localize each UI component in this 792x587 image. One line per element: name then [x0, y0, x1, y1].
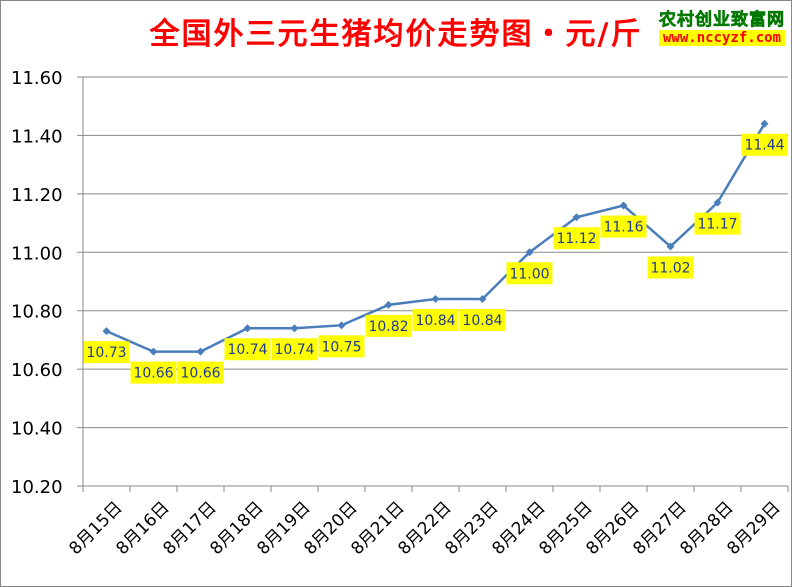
data-label: 10.84 [415, 313, 455, 329]
data-label: 10.82 [368, 319, 408, 335]
watermark: 农村创业致富网 www.nccyzf.com [659, 5, 785, 46]
y-tick-label: 10.60 [11, 360, 63, 381]
data-point [431, 295, 440, 304]
data-point [619, 201, 628, 210]
data-point [572, 213, 581, 222]
data-point [478, 295, 487, 304]
data-point [384, 300, 393, 309]
y-tick-label: 11.20 [11, 185, 63, 206]
data-label: 10.75 [321, 339, 361, 355]
data-label-bg [694, 212, 741, 235]
data-label: 11.44 [744, 138, 784, 154]
data-label: 10.66 [133, 366, 173, 382]
data-label-bg [130, 361, 177, 384]
data-label: 10.74 [227, 342, 267, 358]
data-label-bg [177, 361, 224, 384]
data-label-bg [412, 309, 459, 332]
data-label: 11.00 [509, 266, 549, 282]
data-point [102, 327, 111, 336]
data-point [666, 242, 675, 251]
data-point [243, 324, 252, 333]
y-tick-label: 10.80 [11, 302, 63, 323]
data-label-bg [459, 309, 506, 332]
data-point [290, 324, 299, 333]
data-point [525, 248, 534, 257]
data-point [760, 119, 769, 128]
data-point [713, 198, 722, 207]
data-point [196, 347, 205, 356]
data-label: 10.66 [180, 366, 220, 382]
y-tick-label: 11.00 [11, 243, 63, 264]
y-tick-label: 11.40 [11, 126, 63, 147]
data-label-bg [83, 341, 130, 364]
x-tick-label: 8月29日 [723, 498, 784, 559]
data-label-bg [318, 335, 365, 358]
y-tick-label: 10.40 [11, 419, 63, 440]
data-label-bg [600, 215, 647, 238]
data-point [337, 321, 346, 330]
watermark-name: 农村创业致富网 [659, 10, 785, 31]
data-label: 10.84 [462, 313, 502, 329]
data-label-bg [271, 338, 318, 361]
data-point [149, 347, 158, 356]
data-label-bg [741, 133, 788, 156]
data-label-bg [647, 256, 694, 279]
data-label: 11.12 [556, 231, 596, 247]
data-label: 11.02 [650, 260, 690, 276]
chart-title: 全国外三元生猪均价走势图・元/斤 [149, 17, 643, 52]
data-label: 11.17 [697, 217, 737, 233]
y-tick-label: 11.60 [11, 68, 63, 89]
data-label-bg [365, 314, 412, 337]
data-label-bg [224, 338, 271, 361]
data-label: 11.16 [603, 220, 643, 236]
data-label: 10.74 [274, 342, 314, 358]
watermark-url: www.nccyzf.com [659, 30, 785, 46]
data-label: 10.73 [86, 345, 126, 361]
y-tick-label: 10.20 [11, 477, 63, 498]
data-label-bg [506, 262, 553, 285]
data-label-bg [553, 227, 600, 250]
